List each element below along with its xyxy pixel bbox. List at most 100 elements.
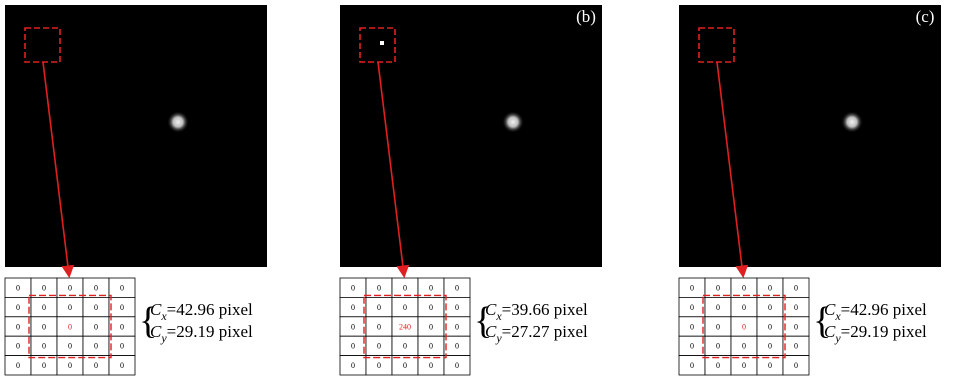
symbol: C xyxy=(824,322,836,341)
centroid-value: =29.19 pixel xyxy=(167,322,253,341)
image xyxy=(679,5,941,267)
cell-value: 0 xyxy=(42,361,46,370)
cell-value: 0 xyxy=(768,284,772,293)
cell-value: 0 xyxy=(455,361,459,370)
cell-value: 0 xyxy=(742,361,746,370)
cell-value: 0 xyxy=(94,322,98,331)
cell-value: 0 xyxy=(429,303,433,312)
cell-value: 0 xyxy=(768,342,772,351)
cell-value: 0 xyxy=(690,342,694,351)
centroid-value: =42.96 pixel xyxy=(841,300,927,319)
cell-value: 0 xyxy=(455,322,459,331)
cell-value: 0 xyxy=(716,342,720,351)
symbol: C xyxy=(485,322,497,341)
figure: 0000000000000000000000000{Cx=42.96 pixel… xyxy=(0,0,961,377)
cell-value: 0 xyxy=(794,322,798,331)
image xyxy=(340,5,602,267)
panel-label: (b) xyxy=(576,7,596,26)
symbol: C xyxy=(150,300,162,319)
cell-value: 0 xyxy=(120,303,124,312)
cell-value: 0 xyxy=(455,284,459,293)
cell-value: 0 xyxy=(716,284,720,293)
spot xyxy=(167,111,189,133)
cell-value: 0 xyxy=(42,322,46,331)
cell-value: 0 xyxy=(377,361,381,370)
cell-value: 0 xyxy=(16,322,20,331)
cell-value: 0 xyxy=(120,322,124,331)
cell-value: 0 xyxy=(794,361,798,370)
symbol: C xyxy=(150,322,162,341)
cell-value: 0 xyxy=(94,361,98,370)
cell-value: 0 xyxy=(68,361,72,370)
cell-value: 0 xyxy=(716,303,720,312)
bright-pixel xyxy=(380,41,384,45)
spot xyxy=(841,111,863,133)
cell-value: 0 xyxy=(120,342,124,351)
cell-value: 0 xyxy=(403,284,407,293)
cell-value: 0 xyxy=(429,322,433,331)
centroid-value: =42.96 pixel xyxy=(167,300,253,319)
cell-value: 0 xyxy=(351,322,355,331)
panel: (b)000000000000240000000000000{Cx=39.66 … xyxy=(340,5,602,375)
cell-value: 0 xyxy=(42,284,46,293)
cell-value: 0 xyxy=(768,322,772,331)
cell-value: 0 xyxy=(351,284,355,293)
cell-value: 0 xyxy=(377,322,381,331)
cell-value: 0 xyxy=(690,303,694,312)
cell-value: 0 xyxy=(16,342,20,351)
centroid: Cy=27.27 pixel xyxy=(485,322,588,345)
cell-value: 0 xyxy=(377,284,381,293)
cell-value: 0 xyxy=(716,322,720,331)
centroid: Cx=42.96 pixel xyxy=(150,300,253,323)
cell-value: 0 xyxy=(455,303,459,312)
cell-value: 0 xyxy=(68,284,72,293)
cell-value: 0 xyxy=(403,303,407,312)
centroid: Cy=29.19 pixel xyxy=(824,322,927,345)
cell-value: 0 xyxy=(42,342,46,351)
cell-value: 0 xyxy=(690,361,694,370)
cell-value: 0 xyxy=(68,303,72,312)
cell-value: 0 xyxy=(455,342,459,351)
cell-value: 0 xyxy=(351,342,355,351)
centroid-value: =27.27 pixel xyxy=(502,322,588,341)
cell-value: 0 xyxy=(120,284,124,293)
cell-value: 0 xyxy=(794,303,798,312)
centroid-value: =29.19 pixel xyxy=(841,322,927,341)
cell-value: 0 xyxy=(16,284,20,293)
centroid: Cx=42.96 pixel xyxy=(824,300,927,323)
image xyxy=(5,5,267,267)
cell-value: 0 xyxy=(716,361,720,370)
cell-value: 0 xyxy=(403,361,407,370)
cell-value: 0 xyxy=(690,284,694,293)
centroid: Cy=29.19 pixel xyxy=(150,322,253,345)
cell-value: 0 xyxy=(377,342,381,351)
cell-value: 0 xyxy=(120,361,124,370)
cell-value: 0 xyxy=(16,303,20,312)
cell-value: 0 xyxy=(351,303,355,312)
panel: (c)0000000000000000000000000{Cx=42.96 pi… xyxy=(679,5,941,375)
cell-value: 240 xyxy=(399,322,411,331)
cell-value: 0 xyxy=(742,303,746,312)
cell-value: 0 xyxy=(794,284,798,293)
cell-value: 0 xyxy=(794,342,798,351)
cell-value: 0 xyxy=(94,303,98,312)
cell-value: 0 xyxy=(377,303,381,312)
symbol: C xyxy=(485,300,497,319)
cell-value: 0 xyxy=(742,342,746,351)
cell-value: 0 xyxy=(742,284,746,293)
cell-value: 0 xyxy=(742,322,746,331)
cell-value: 0 xyxy=(768,361,772,370)
cell-value: 0 xyxy=(690,322,694,331)
symbol: C xyxy=(824,300,836,319)
spot xyxy=(502,111,524,133)
panel-label: (c) xyxy=(916,7,935,26)
centroid: Cx=39.66 pixel xyxy=(485,300,588,323)
cell-value: 0 xyxy=(94,284,98,293)
cell-value: 0 xyxy=(16,361,20,370)
centroid-value: =39.66 pixel xyxy=(502,300,588,319)
cell-value: 0 xyxy=(429,361,433,370)
cell-value: 0 xyxy=(94,342,98,351)
cell-value: 0 xyxy=(68,342,72,351)
cell-value: 0 xyxy=(351,361,355,370)
